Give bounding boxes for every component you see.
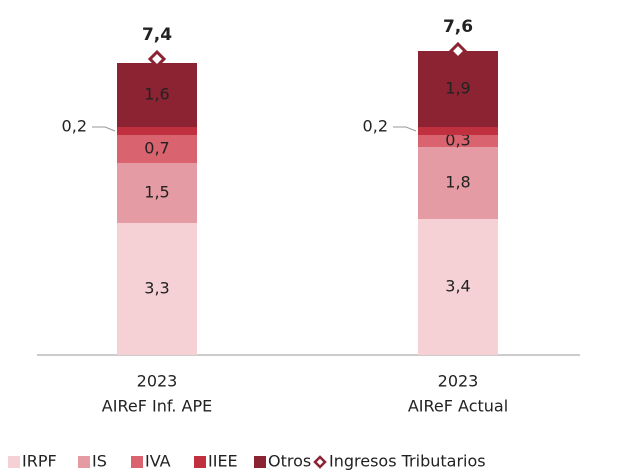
leader-line [92, 126, 116, 132]
bar-segment [418, 127, 498, 135]
value-label: 3,4 [445, 277, 470, 296]
bar-segment [117, 223, 197, 355]
x-tick-label: 2023 [438, 372, 479, 391]
x-tick-label: AIReF Inf. APE [102, 397, 212, 416]
bar-segment [418, 147, 498, 219]
bar-segment [418, 135, 498, 147]
x-tick-label: AIReF Actual [408, 397, 508, 416]
bar-segment [418, 219, 498, 355]
value-label: 3,3 [144, 279, 169, 298]
bar-segment [117, 127, 197, 135]
bar-segment [117, 63, 197, 127]
legend-swatch [8, 456, 20, 468]
leader-line [393, 126, 417, 132]
legend-label: IVA [145, 452, 171, 471]
x-tick-label: 2023 [137, 372, 178, 391]
total-label: 7,4 [142, 25, 172, 45]
total-label: 7,6 [443, 17, 473, 37]
value-label: 0,3 [445, 131, 470, 150]
legend-label: IIEE [208, 452, 238, 471]
legend-swatch [194, 456, 206, 468]
legend-label: Ingresos Tributarios [329, 452, 486, 471]
legend-label: IS [92, 452, 107, 471]
legend-label: IRPF [22, 452, 57, 471]
legend-swatch [131, 456, 143, 468]
total-marker [147, 49, 167, 69]
bar-segment [117, 135, 197, 163]
value-label: 1,6 [144, 85, 169, 104]
value-label: 1,8 [445, 173, 470, 192]
legend-marker [313, 455, 327, 469]
legend-label: Otros [268, 452, 311, 471]
bar-segment [418, 51, 498, 127]
value-label: 0,2 [363, 117, 388, 136]
legend-swatch [254, 456, 266, 468]
value-label: 0,7 [144, 139, 169, 158]
bar-segment [117, 163, 197, 223]
value-label: 0,2 [62, 117, 87, 136]
total-marker [448, 41, 468, 61]
legend-swatch [78, 456, 90, 468]
value-label: 1,9 [445, 79, 470, 98]
value-label: 1,5 [144, 183, 169, 202]
